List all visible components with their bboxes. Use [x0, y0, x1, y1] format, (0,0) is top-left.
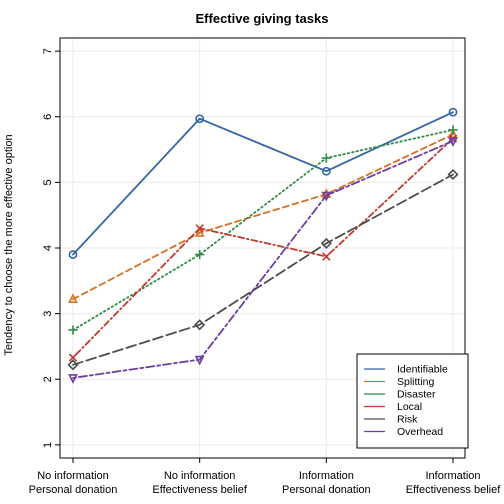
series-local	[68, 134, 458, 362]
axes: 1 2 3 4 5 6 7 No information Personal donation No…	[29, 37, 502, 496]
series-line	[72, 137, 454, 359]
series-line	[72, 173, 454, 366]
marker-diamond	[320, 237, 332, 249]
marker-diamond	[447, 168, 459, 181]
marker-circle	[195, 114, 205, 124]
data-point	[194, 355, 205, 366]
marker-diamond	[194, 319, 206, 331]
legend-box	[356, 353, 469, 449]
legend-label: Splitting	[397, 376, 435, 388]
marker-triangle	[194, 355, 205, 366]
x-tick-label: Personal donation	[282, 484, 371, 496]
y-tick-label: 7	[42, 48, 54, 54]
marker-cross-b	[68, 353, 78, 362]
data-point	[194, 226, 205, 237]
y-tick-label: 3	[42, 311, 54, 317]
marker-triangle	[68, 293, 78, 303]
marker-triangle	[194, 226, 205, 237]
x-tick-label: Information	[425, 470, 480, 482]
legend-label: Identifiable	[397, 364, 448, 376]
series-overhead	[68, 137, 458, 384]
data-point	[194, 319, 206, 331]
marker-circle	[448, 107, 458, 117]
data-point	[68, 250, 78, 259]
marker-triangle	[321, 191, 332, 202]
marker-cross-b	[195, 224, 204, 233]
series-line	[72, 140, 454, 379]
marker-triangle	[448, 137, 458, 148]
series-risk	[67, 168, 459, 371]
marker-triangle	[68, 374, 78, 384]
data-point	[68, 374, 78, 384]
legend-label: Local	[397, 401, 422, 413]
marker-triangle	[321, 188, 332, 198]
series-lines	[67, 107, 459, 384]
data-point	[67, 359, 79, 371]
series-line	[72, 133, 454, 301]
data-point	[448, 107, 458, 117]
data-point	[321, 188, 332, 198]
y-axis-label: Tendency to choose the more effective op…	[3, 134, 15, 355]
x-tick-label: Personal donation	[29, 484, 118, 496]
legend-label: Overhead	[397, 426, 443, 438]
data-point	[320, 237, 332, 249]
y-tick-label: 5	[42, 179, 54, 185]
marker-cross-b	[322, 252, 331, 261]
series-line	[72, 111, 454, 256]
x-tick-label: No information	[164, 470, 236, 482]
y-tick-label: 4	[42, 245, 54, 251]
series-identifiable	[68, 107, 458, 259]
x-tick-label: Effectiveness belief	[152, 484, 248, 496]
x-tick-label: Information	[299, 470, 354, 482]
series-splitting	[68, 128, 458, 303]
y-tick-label: 6	[42, 114, 54, 120]
x-tick-label: Effectiveness belief	[406, 484, 502, 496]
marker-circle	[321, 166, 331, 176]
data-point	[68, 293, 78, 303]
y-tick-label: 1	[42, 442, 54, 448]
data-point	[448, 125, 458, 135]
data-point	[448, 137, 458, 148]
legend-label: Disaster	[397, 389, 436, 401]
legend: IdentifiableSplittingDisasterLocalRiskOv…	[356, 353, 469, 449]
data-point	[321, 191, 332, 202]
data-point	[195, 114, 205, 124]
chart-title: Effective giving tasks	[196, 11, 329, 26]
y-tick-label: 2	[42, 376, 54, 382]
data-point	[68, 325, 78, 335]
data-point	[195, 249, 205, 260]
data-point	[68, 353, 78, 362]
marker-circle	[68, 250, 78, 259]
data-point	[322, 252, 331, 261]
marker-diamond	[67, 359, 79, 371]
x-tick-label: No information	[37, 470, 109, 482]
data-point	[321, 153, 331, 163]
data-point	[447, 168, 459, 181]
data-point	[195, 224, 204, 233]
legend-label: Risk	[397, 414, 418, 426]
data-point	[321, 166, 331, 176]
